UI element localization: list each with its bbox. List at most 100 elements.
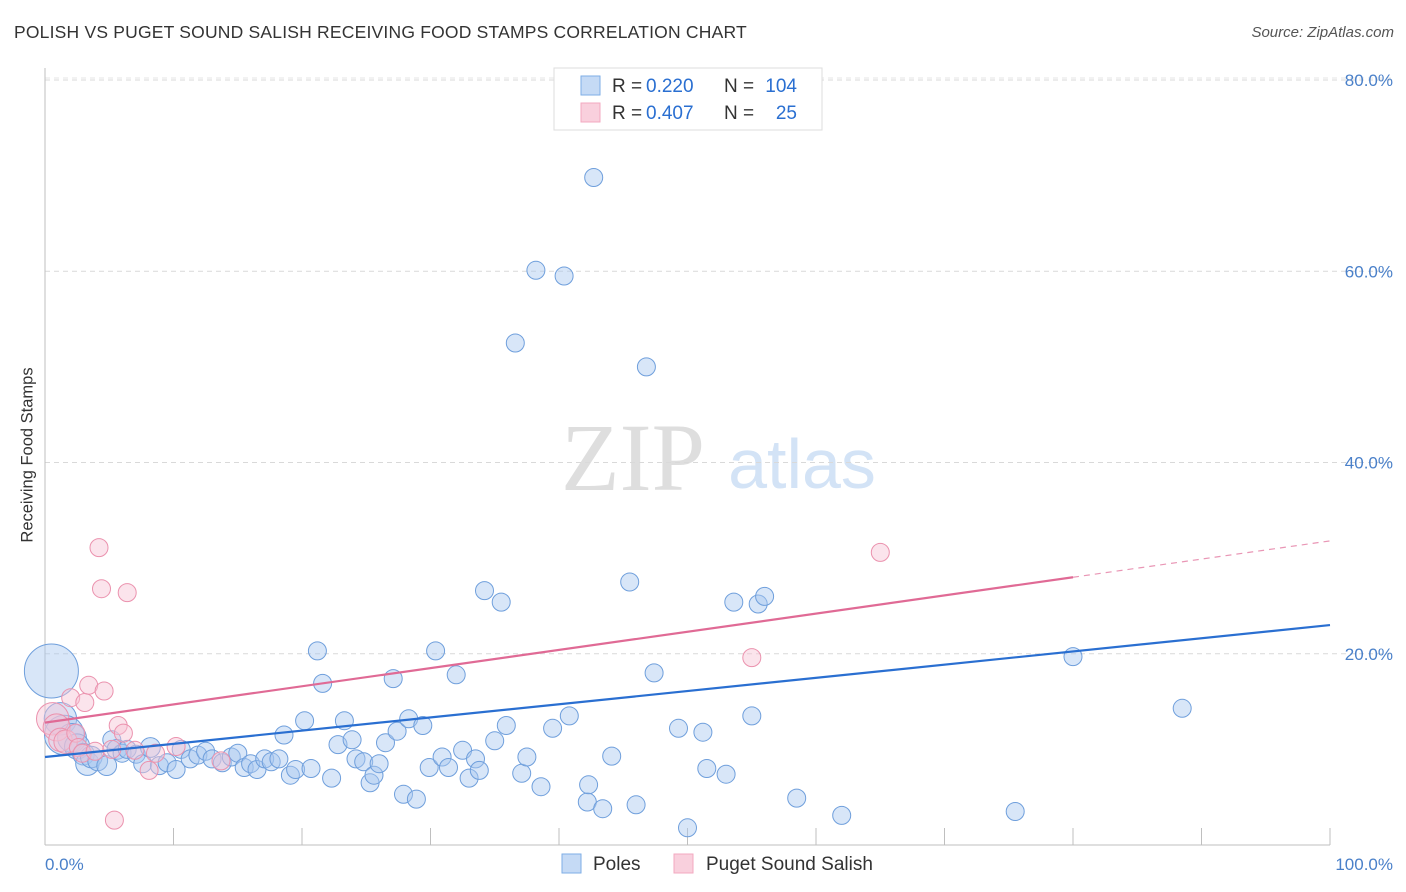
salish-r-label: R =: [612, 103, 642, 124]
poles-point-65: [469, 760, 489, 780]
legend-salish-label[interactable]: Puget Sound Salish: [706, 854, 873, 875]
poles-point-46: [354, 752, 374, 772]
poles-point-90: [697, 759, 717, 778]
poles-point-37: [295, 711, 315, 731]
poles-point-27: [228, 743, 248, 763]
poles-r-value: 0.220: [646, 76, 694, 97]
salish-point-4: [61, 688, 81, 708]
poles-point-76: [554, 266, 574, 286]
legend-poles-label[interactable]: Poles: [593, 854, 641, 875]
poles-point-98: [1005, 802, 1025, 821]
salish-point-22: [166, 737, 186, 756]
poles-point-83: [620, 572, 640, 592]
poles-point-94: [748, 594, 768, 614]
watermark-zip: ZIP: [561, 404, 705, 511]
poles-point-19: [166, 760, 186, 779]
poles-point-91: [716, 764, 736, 784]
poles-point-68: [491, 592, 511, 612]
poles-point-23: [196, 741, 216, 761]
poles-point-67: [485, 731, 505, 751]
poles-n-label: N =: [724, 76, 754, 97]
poles-point-34: [274, 725, 294, 745]
salish-point-11: [89, 538, 109, 558]
poles-point-49: [369, 754, 389, 774]
chart-title: POLISH VS PUGET SOUND SALISH RECEIVING F…: [14, 22, 747, 42]
poles-point-85: [636, 357, 656, 377]
y-tick-label-20: 20.0%: [1345, 645, 1393, 664]
poles-point-80: [584, 168, 604, 187]
salish-point-15: [104, 810, 124, 830]
poles-point-56: [413, 716, 433, 735]
poles-point-100: [1172, 698, 1192, 718]
poles-point-57: [419, 758, 439, 777]
poles-point-84: [626, 795, 646, 815]
salish-point-23: [211, 751, 231, 771]
poles-point-0: [23, 643, 79, 699]
poles-point-96: [787, 788, 807, 808]
x-tick-label-max: 100.0%: [1335, 855, 1393, 874]
salish-point-5: [66, 723, 86, 743]
poles-points: [23, 168, 1192, 838]
poles-point-64: [466, 749, 485, 769]
salish-trend-line: [44, 576, 1074, 724]
poles-r-label: R =: [612, 76, 642, 97]
salish-point-25: [870, 542, 890, 562]
series-legend: Poles Puget Sound Salish: [561, 853, 873, 875]
salish-point-20: [139, 760, 159, 780]
poles-point-95: [755, 586, 775, 606]
poles-point-86: [644, 663, 664, 683]
salish-n-value: 25: [776, 103, 797, 124]
poles-point-44: [342, 730, 362, 750]
poles-point-38: [301, 759, 321, 778]
salish-point-18: [117, 583, 137, 603]
legend-salish-swatch[interactable]: [673, 853, 694, 874]
poles-point-48: [364, 765, 384, 785]
poles-n-value: 104: [765, 76, 797, 97]
poles-point-77: [559, 706, 579, 726]
poles-point-87: [669, 718, 688, 738]
poles-point-59: [432, 747, 452, 767]
poles-point-74: [531, 777, 551, 797]
salish-trend-line-extrapolated: [1072, 540, 1331, 578]
poles-trend-line: [44, 623, 1331, 759]
poles-point-39: [307, 641, 327, 661]
poles-point-60: [439, 758, 458, 777]
watermark: ZIP atlas: [561, 404, 876, 511]
poles-point-82: [602, 746, 622, 766]
poles-point-88: [678, 818, 697, 838]
poles-point-61: [446, 665, 466, 685]
poles-point-9: [96, 755, 118, 776]
salish-point-19: [125, 740, 145, 760]
y-tick-labels: 20.0% 40.0% 60.0% 80.0%: [1345, 71, 1393, 664]
poles-point-72: [517, 747, 537, 767]
salish-point-21: [146, 743, 165, 763]
poles-point-58: [426, 641, 446, 661]
poles-point-66: [475, 581, 494, 601]
legend-poles-swatch[interactable]: [561, 853, 582, 874]
poles-point-89: [693, 722, 713, 742]
poles-point-97: [832, 805, 852, 825]
poles-point-32: [261, 752, 281, 772]
poles-point-42: [328, 735, 348, 755]
poles-swatch: [580, 75, 601, 96]
poles-point-63: [459, 768, 479, 788]
poles-point-69: [496, 716, 516, 735]
poles-point-70: [505, 333, 525, 353]
salish-swatch: [580, 102, 601, 123]
x-tick-label-min: 0.0%: [45, 855, 84, 874]
poles-point-75: [543, 718, 563, 738]
y-tick-label-60: 60.0%: [1345, 262, 1393, 281]
salish-point-17: [113, 723, 133, 743]
poles-point-79: [579, 775, 599, 795]
poles-point-41: [322, 768, 342, 788]
source-label[interactable]: Source: ZipAtlas.com: [1251, 24, 1394, 41]
salish-point-24: [742, 648, 762, 668]
poles-point-93: [742, 706, 762, 726]
watermark-atlas: atlas: [728, 425, 876, 503]
poles-point-45: [346, 749, 366, 769]
poles-point-36: [286, 760, 306, 779]
poles-point-50: [376, 733, 395, 753]
salish-point-8: [75, 693, 95, 712]
y-tick-label-80: 80.0%: [1345, 71, 1393, 90]
